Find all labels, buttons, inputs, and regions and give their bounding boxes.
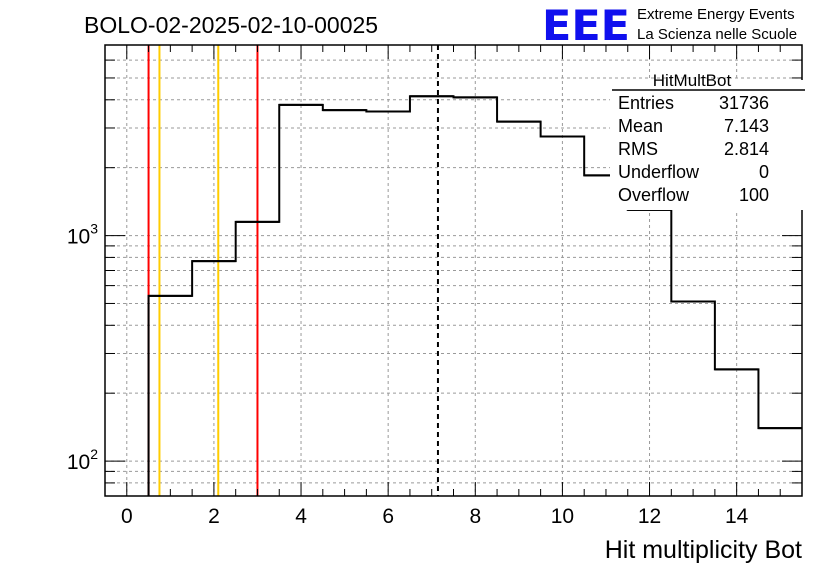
x-tick-label: 6 — [382, 505, 394, 528]
stats-row-value: 7.143 — [724, 116, 769, 136]
stats-row-value: 31736 — [719, 93, 769, 113]
x-tick-label: 4 — [295, 505, 307, 528]
stats-row-label: Entries — [618, 93, 674, 113]
y-tick-label: 102 — [67, 446, 98, 474]
logo-line-2: La Scienza nelle Scuole — [637, 26, 797, 43]
x-tick-label: 14 — [725, 505, 749, 528]
x-tick-label: 0 — [121, 505, 133, 528]
x-tick-label: 2 — [208, 505, 220, 528]
axis-ticks — [104, 44, 803, 497]
chart-title: BOLO-02-2025-02-10-00025 — [84, 12, 378, 38]
tick-labels: 0 2 4 6 8 10 12 14 102 103 — [67, 221, 749, 528]
logo-line-1: Extreme Energy Events — [637, 6, 795, 23]
stats-box: HitMultBot Entries 31736 Mean 7.143 RMS 2.814… — [610, 71, 805, 210]
stats-row-value: 100 — [739, 185, 769, 205]
stats-row-value: 2.814 — [724, 139, 769, 159]
eee-logo: EEE Extreme Energy Events La Scienza nel… — [542, 1, 797, 50]
eee-logo-mark: EEE — [542, 1, 630, 50]
x-tick-label: 10 — [551, 505, 574, 528]
stats-box-title: HitMultBot — [653, 71, 732, 90]
stats-row-label: Mean — [618, 116, 663, 136]
x-axis-label: Hit multiplicity Bot — [605, 536, 802, 564]
stats-row-label: Underflow — [618, 162, 700, 182]
x-tick-label: 12 — [638, 505, 661, 528]
x-tick-label: 8 — [469, 505, 481, 528]
stats-box-background — [610, 80, 805, 210]
stats-row-label: RMS — [618, 139, 658, 159]
stats-row-label: Overflow — [618, 185, 690, 205]
stats-row-value: 0 — [759, 162, 769, 182]
y-tick-label: 103 — [67, 221, 98, 249]
